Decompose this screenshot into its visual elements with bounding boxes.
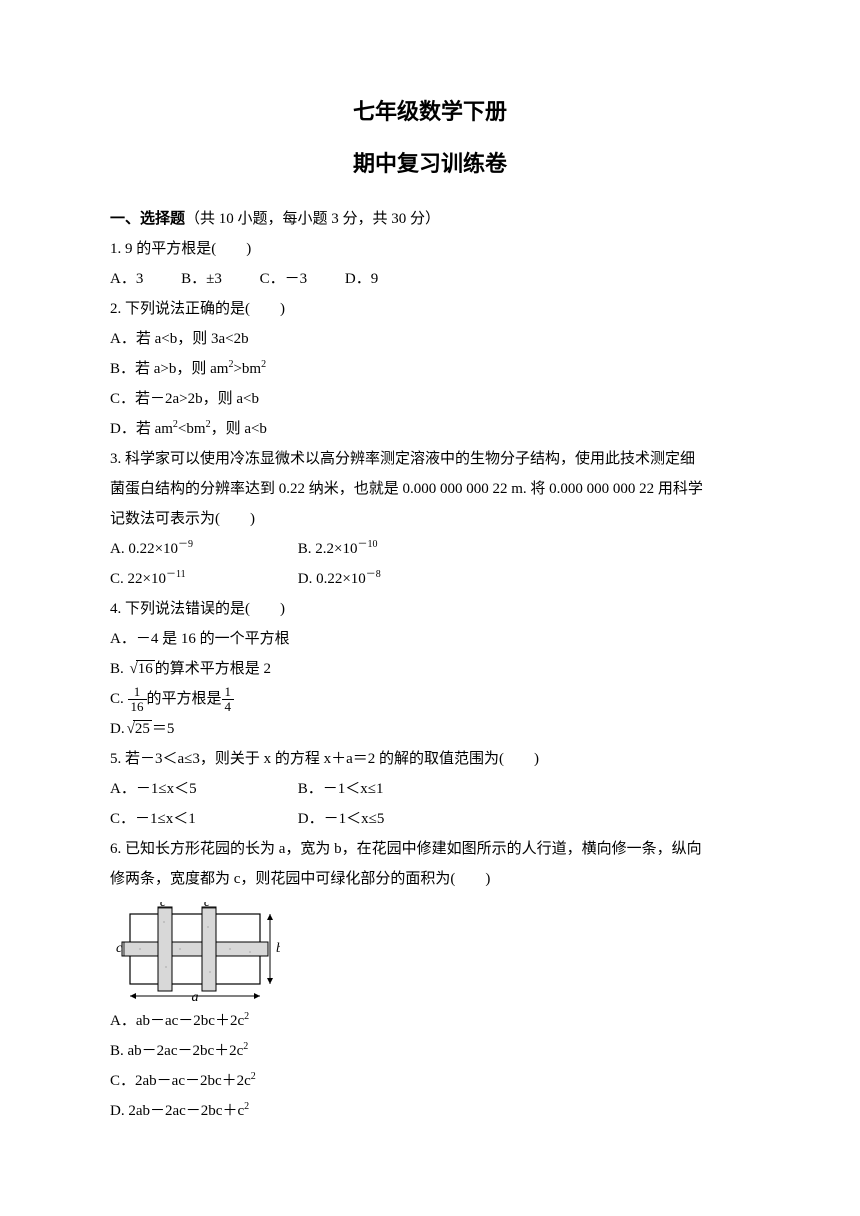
q3-opt-d: D. 0.22×10－8	[298, 564, 381, 594]
page-content: 七年级数学下册 期中复习训练卷 一、选择题（共 10 小题，每小题 3 分，共 …	[0, 0, 860, 1186]
svg-text:a: a	[192, 990, 199, 1002]
q4-opt-a: A．－4 是 16 的一个平方根	[110, 624, 750, 654]
q5-opt-a: A．－1≤x＜5	[110, 774, 260, 804]
section-1-label: 一、选择题	[110, 211, 185, 227]
q2-opt-c: C．若－2a>2b，则 a<b	[110, 384, 750, 414]
q5-stem: 5. 若－3＜a≤3，则关于 x 的方程 x＋a＝2 的解的取值范围为( )	[110, 744, 750, 774]
q6-stem-2: 修两条，宽度都为 c，则花园中可绿化部分的面积为( )	[110, 864, 750, 894]
q5-opt-b: B．－1＜x≤1	[298, 774, 384, 804]
fraction-1-4: 14	[222, 685, 235, 715]
q4-opt-c: C. 116的平方根是14	[110, 684, 750, 714]
q3-stem-2: 菌蛋白结构的分辨率达到 0.22 纳米，也就是 0.000 000 000 22…	[110, 474, 750, 504]
q2-opt-d: D．若 am2<bm2，则 a<b	[110, 414, 750, 444]
q2-opt-b: B．若 a>b，则 am2>bm2	[110, 354, 750, 384]
q3-stem-1: 3. 科学家可以使用冷冻显微术以高分辨率测定溶液中的生物分子结构，使用此技术测定…	[110, 444, 750, 474]
q2-stem: 2. 下列说法正确的是( )	[110, 294, 750, 324]
svg-text:c: c	[116, 941, 123, 956]
q4-stem: 4. 下列说法错误的是( )	[110, 594, 750, 624]
section-1-desc: （共 10 小题，每小题 3 分，共 30 分）	[185, 211, 440, 227]
q4-opt-b: B. 16的算术平方根是 2	[110, 654, 750, 684]
q3-opt-b: B. 2.2×10－10	[298, 534, 378, 564]
q5-opt-c: C．－1≤x＜1	[110, 804, 260, 834]
title-line-2: 期中复习训练卷	[110, 142, 750, 186]
q1-opt-d: D．9	[345, 264, 378, 294]
svg-text:c: c	[204, 902, 211, 910]
q1-opt-a: A．3	[110, 264, 143, 294]
q6-opt-a: A．ab－ac－2bc＋2c2	[110, 1006, 750, 1036]
title-line-1: 七年级数学下册	[110, 90, 750, 134]
q5-options-row2: C．－1≤x＜1 D．－1＜x≤5	[110, 804, 750, 834]
svg-text:c: c	[160, 902, 167, 910]
sqrt-icon: 16	[128, 654, 155, 684]
q1-options: A．3 B．±3 C．－3 D．9	[110, 264, 750, 294]
q4-opt-d: D.25＝5	[110, 714, 750, 744]
fraction-1-16: 116	[128, 685, 147, 715]
q1-opt-b: B．±3	[181, 264, 222, 294]
q6-opt-b: B. ab－2ac－2bc＋2c2	[110, 1036, 750, 1066]
q6-stem-1: 6. 已知长方形花园的长为 a，宽为 b，在花园中修建如图所示的人行道，横向修一…	[110, 834, 750, 864]
q3-options-row2: C. 22×10－11 D. 0.22×10－8	[110, 564, 750, 594]
q1-stem: 1. 9 的平方根是( )	[110, 234, 750, 264]
q3-opt-a: A. 0.22×10－9	[110, 534, 260, 564]
q1-opt-c: C．－3	[260, 264, 308, 294]
q3-options-row1: A. 0.22×10－9 B. 2.2×10－10	[110, 534, 750, 564]
svg-text:b: b	[276, 941, 280, 956]
q3-opt-c: C. 22×10－11	[110, 564, 260, 594]
section-1-header: 一、选择题（共 10 小题，每小题 3 分，共 30 分）	[110, 204, 750, 234]
q3-stem-3: 记数法可表示为( )	[110, 504, 750, 534]
q5-opt-d: D．－1＜x≤5	[298, 804, 385, 834]
sqrt-icon: 25	[125, 714, 152, 744]
q6-opt-c: C．2ab－ac－2bc＋2c2	[110, 1066, 750, 1096]
garden-diagram: a b c c c	[110, 902, 750, 1002]
q2-opt-a: A．若 a<b，则 3a<2b	[110, 324, 750, 354]
q5-options-row1: A．－1≤x＜5 B．－1＜x≤1	[110, 774, 750, 804]
q6-opt-d: D. 2ab－2ac－2bc＋c2	[110, 1096, 750, 1126]
